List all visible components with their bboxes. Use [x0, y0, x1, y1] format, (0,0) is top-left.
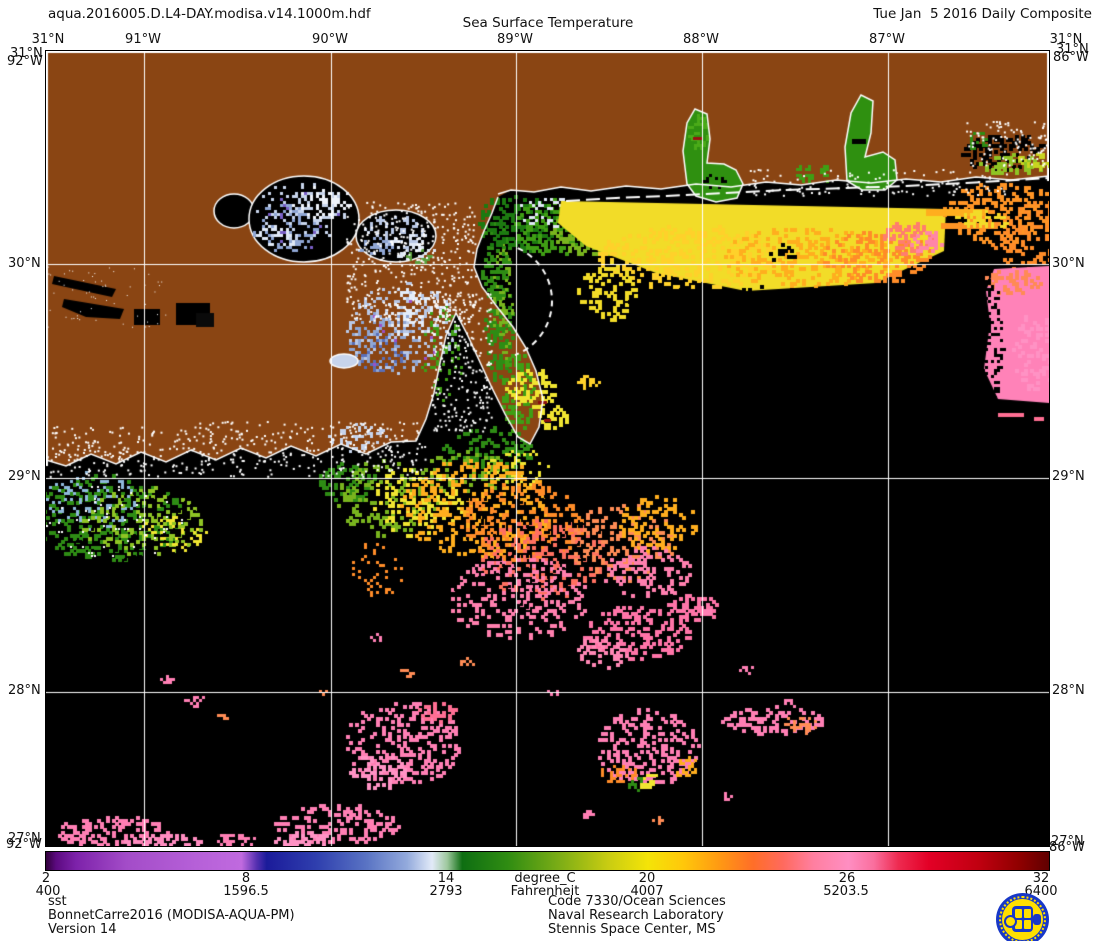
plot-title: Sea Surface Temperature — [462, 15, 634, 31]
corner-lat-label: 31°N — [1056, 42, 1089, 57]
fahrenheit-tick-label: 400 — [35, 884, 61, 899]
corner-lon-label: 86°W — [1049, 840, 1085, 855]
corner-lat-label: 27°N — [8, 831, 41, 846]
logo-right-emblem — [1033, 914, 1041, 925]
logo-ring-text — [999, 896, 1046, 941]
colorbar-fahrenheit-ticks: 400 1596.5 2793 Fahrenheit 4007 5203.5 6400 — [0, 884, 1096, 899]
celsius-tick-label: 32 — [1032, 871, 1050, 886]
lat-tick-label: 30°N — [8, 256, 41, 271]
info-line: BonnetCarre2016 (MODISA-AQUA-PM) — [48, 908, 295, 923]
lon-tick-label: 87°W — [869, 32, 905, 47]
lon-tick-label: 31°N — [1049, 32, 1083, 47]
celsius-tick-label: 20 — [638, 871, 656, 886]
composite-date-label: Tue Jan 5 2016 Daily Composite — [873, 6, 1092, 22]
fahrenheit-tick-label: Fahrenheit — [510, 884, 580, 899]
lon-tick-label: 88°W — [683, 32, 719, 47]
filename-label: aqua.2016005.D.L4-DAY.modisa.v14.1000m.h… — [48, 6, 371, 22]
lon-tick-label: 90°W — [312, 32, 348, 47]
product-info-block: sst BonnetCarre2016 (MODISA-AQUA-PM) Versi… — [48, 895, 295, 937]
lat-tick-label: 30°N — [1052, 256, 1085, 271]
celsius-tick-label: 8 — [241, 871, 251, 886]
lat-tick-label: 28°N — [1052, 683, 1085, 698]
lat-tick-label: 29°N — [8, 469, 41, 484]
colorbar-celsius-ticks: 2 8 14 degree_C 20 26 32 — [0, 871, 1096, 886]
lat-tick-label: 28°N — [8, 683, 41, 698]
top-axis-labels: 31°N 91°W 90°W 89°W 88°W 87°W 31°N — [0, 32, 1096, 47]
lon-tick-label: 31°N — [31, 32, 65, 47]
logo-crest-quadrant — [1015, 920, 1022, 929]
sst-map — [45, 50, 1050, 847]
logo-crest-quadrant — [1024, 909, 1031, 918]
fahrenheit-tick-label: 4007 — [630, 884, 664, 899]
celsius-tick-label: degree_C — [514, 871, 576, 886]
lon-tick-label: 91°W — [125, 32, 161, 47]
nrl-seal-logo — [996, 893, 1049, 941]
logo-left-emblem — [1004, 915, 1017, 928]
corner-lon-label: 92°W — [7, 54, 43, 69]
fahrenheit-tick-label: 2793 — [429, 884, 463, 899]
fahrenheit-tick-label: 1596.5 — [223, 884, 269, 899]
corner-lat-label: 27°N — [1051, 834, 1084, 849]
logo-crest-quadrant — [1024, 920, 1031, 929]
right-axis-labels: 30°N 29°N 28°N — [1052, 0, 1092, 941]
corner-lon-label: 92°W — [6, 837, 42, 852]
organization-info-block: Code 7330/Ocean Sciences Naval Research L… — [548, 895, 726, 937]
info-line: Version 14 — [48, 922, 117, 937]
lon-tick-label: 89°W — [497, 32, 533, 47]
fahrenheit-tick-label: 5203.5 — [823, 884, 869, 899]
info-line: sst — [48, 894, 67, 909]
info-line: Stennis Space Center, MS — [548, 922, 716, 937]
logo-crest-quadrant — [1015, 909, 1022, 918]
celsius-tick-label: 2 — [41, 871, 51, 886]
lat-tick-label: 29°N — [1052, 469, 1085, 484]
corner-lon-label: 86°W — [1053, 50, 1089, 65]
info-line: Code 7330/Ocean Sciences — [548, 894, 726, 909]
left-axis-labels: 30°N 29°N 28°N — [8, 0, 48, 941]
temperature-colorbar — [45, 851, 1050, 871]
celsius-tick-label: 26 — [838, 871, 856, 886]
sst-map-canvas — [46, 51, 1049, 846]
info-line: Naval Research Laboratory — [548, 908, 724, 923]
corner-lat-label: 31°N — [10, 46, 43, 61]
celsius-tick-label: 14 — [437, 871, 455, 886]
